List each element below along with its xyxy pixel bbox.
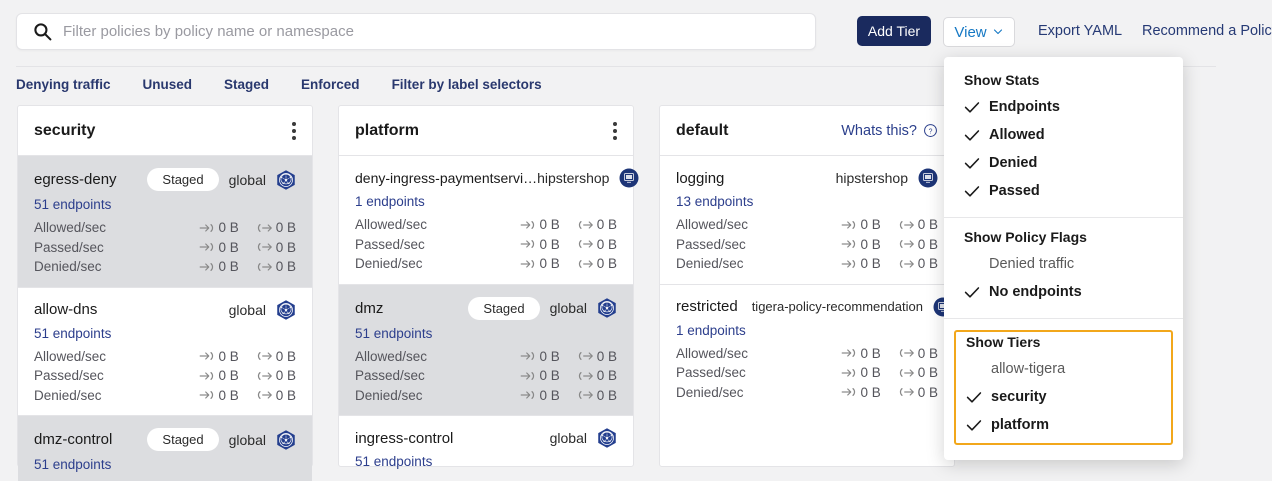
svg-text:?: ? xyxy=(929,128,933,135)
